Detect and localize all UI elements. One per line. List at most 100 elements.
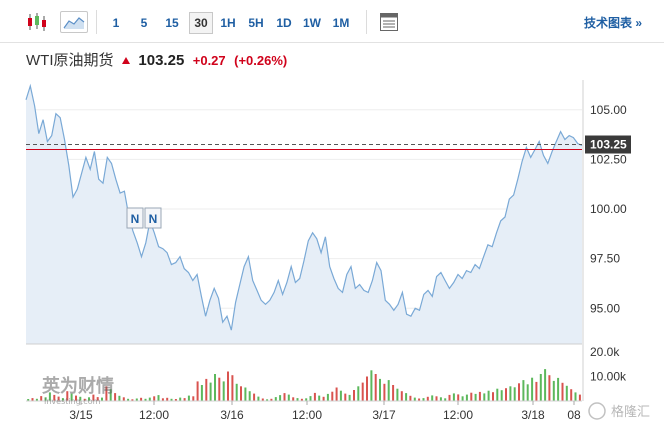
volume-tick-label: 20.0k bbox=[590, 345, 620, 359]
volume-bar bbox=[170, 398, 173, 401]
volume-bar bbox=[231, 375, 234, 401]
last-price: 103.25 bbox=[138, 52, 185, 69]
last-price-tag-box bbox=[585, 135, 631, 154]
volume-bar bbox=[253, 393, 256, 401]
volume-bar bbox=[326, 393, 329, 401]
grid-layout-icon[interactable] bbox=[379, 12, 399, 32]
volume-bar bbox=[287, 394, 290, 401]
volume-bar bbox=[270, 398, 273, 401]
timeframe-1h[interactable]: 1H bbox=[220, 16, 236, 30]
volume-bar bbox=[48, 392, 51, 401]
volume-bar bbox=[135, 398, 138, 401]
volume-bar bbox=[88, 397, 90, 401]
volume-bar bbox=[339, 390, 342, 401]
volume-bar bbox=[457, 394, 460, 401]
volume-bar bbox=[279, 395, 282, 401]
volume-bar bbox=[366, 376, 368, 401]
volume-bar bbox=[274, 397, 277, 401]
volume-bar bbox=[205, 378, 208, 401]
volume-bar bbox=[522, 380, 525, 401]
volume-bar bbox=[161, 398, 164, 401]
volume-bar bbox=[492, 392, 494, 401]
volume-bar bbox=[101, 397, 103, 401]
volume-bar bbox=[331, 391, 334, 401]
volume-bar bbox=[174, 399, 177, 401]
x-tick-label: 3/17 bbox=[372, 408, 396, 422]
volume-bar bbox=[222, 381, 225, 401]
up-arrow-icon bbox=[121, 57, 130, 64]
volume-bar bbox=[244, 387, 247, 401]
chart-toolbar: 1 5 15 30 1H 5H 1D 1W 1M 技术图表 » bbox=[0, 0, 664, 43]
volume-bar bbox=[75, 395, 77, 401]
volume-bar bbox=[313, 392, 316, 401]
watermark-brand: 英为财情 bbox=[41, 375, 114, 397]
volume-bar bbox=[148, 397, 151, 401]
volume-bar bbox=[439, 397, 442, 401]
timeframe-5h[interactable]: 5H bbox=[248, 16, 264, 30]
timeframe-1m[interactable]: 1M bbox=[332, 16, 350, 30]
volume-bar bbox=[266, 399, 269, 401]
volume-bar bbox=[361, 382, 364, 401]
volume-bar bbox=[61, 398, 64, 401]
x-tick-label: 12:00 bbox=[139, 408, 169, 422]
volume-bar bbox=[283, 393, 286, 401]
volume-bar bbox=[114, 393, 117, 401]
volume-bar bbox=[157, 395, 160, 401]
volume-bar bbox=[496, 388, 499, 401]
instrument-header: WTI原油期货 103.25 +0.27 (+0.26%) bbox=[26, 50, 287, 72]
volume-bar bbox=[322, 396, 325, 401]
volume-bar bbox=[465, 394, 468, 401]
technical-chart-link[interactable]: 技术图表 » bbox=[584, 16, 643, 30]
volume-bar bbox=[105, 386, 108, 401]
area-chart-icon[interactable] bbox=[60, 11, 88, 33]
x-tick-label: 08 bbox=[567, 408, 581, 422]
price-change-percent: (+0.26%) bbox=[234, 53, 288, 68]
volume-bar bbox=[535, 381, 538, 401]
volume-bar bbox=[248, 391, 251, 401]
watermark-corner: 格隆汇 bbox=[611, 404, 650, 420]
volume-bar bbox=[200, 385, 203, 401]
volume-bar bbox=[122, 397, 125, 401]
timeframe-30[interactable]: 30 bbox=[189, 12, 213, 34]
volume-bar bbox=[335, 387, 338, 401]
volume-bar bbox=[500, 390, 503, 401]
volume-bar bbox=[374, 374, 377, 401]
timeframe-1[interactable]: 1 bbox=[112, 16, 120, 30]
volume-bars bbox=[27, 369, 581, 401]
volume-bar bbox=[570, 389, 573, 401]
timeframe-5[interactable]: 5 bbox=[140, 16, 148, 30]
volume-bar bbox=[409, 395, 412, 401]
volume-tick-label: 10.00k bbox=[590, 369, 627, 383]
volume-bar bbox=[187, 395, 190, 401]
volume-bar bbox=[96, 397, 99, 401]
brand-watermark: 英为财情 Investing.com bbox=[41, 375, 114, 406]
volume-bar bbox=[392, 385, 395, 401]
corner-watermark: 格隆汇 bbox=[588, 402, 650, 420]
timeframe-1w[interactable]: 1W bbox=[303, 16, 321, 30]
volume-bar bbox=[127, 398, 130, 401]
toolbar-divider bbox=[366, 10, 367, 34]
candlestick-icon[interactable] bbox=[24, 11, 52, 33]
volume-bar bbox=[240, 386, 242, 401]
toolbar-divider bbox=[96, 10, 97, 34]
volume-bar bbox=[518, 383, 520, 401]
volume-bar bbox=[179, 397, 182, 401]
volume-bar bbox=[448, 394, 451, 401]
volume-bar bbox=[526, 384, 529, 401]
volume-bar bbox=[552, 380, 555, 401]
volume-bar bbox=[400, 391, 403, 401]
timeframe-15[interactable]: 15 bbox=[165, 16, 179, 30]
volume-bar bbox=[109, 389, 112, 401]
timeframe-1d[interactable]: 1D bbox=[276, 16, 292, 30]
volume-bar bbox=[131, 399, 134, 401]
volume-bar bbox=[461, 396, 464, 401]
volume-bar bbox=[413, 397, 416, 401]
volume-bar bbox=[44, 397, 47, 401]
volume-bar bbox=[66, 391, 69, 401]
volume-bar bbox=[513, 387, 516, 401]
y-tick-label: 100.00 bbox=[590, 202, 627, 216]
news-marker-label: N bbox=[149, 212, 158, 226]
volume-bar bbox=[531, 377, 534, 401]
volume-bar bbox=[261, 398, 264, 401]
